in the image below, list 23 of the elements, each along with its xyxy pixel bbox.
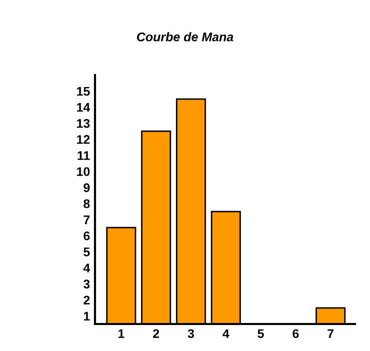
x-tick-label: 4 bbox=[222, 329, 230, 338]
chart-title: Courbe de Mana bbox=[136, 32, 234, 42]
y-tick-label: 3 bbox=[83, 280, 90, 289]
y-tick-label: 9 bbox=[84, 183, 90, 192]
y-tick-label: 7 bbox=[84, 216, 90, 224]
y-tick-label: 8 bbox=[84, 199, 90, 208]
y-tick-label: 6 bbox=[84, 231, 90, 240]
x-tick-label: 7 bbox=[328, 329, 334, 338]
x-tick-label: 3 bbox=[188, 329, 194, 338]
x-tick-label: 5 bbox=[258, 329, 264, 338]
y-tick-label: 2 bbox=[84, 296, 90, 304]
y-tick-label: 15 bbox=[77, 86, 90, 96]
y-tick-label: 13 bbox=[77, 118, 90, 128]
x-tick-label: 1 bbox=[118, 329, 124, 338]
y-tick-label: 11 bbox=[78, 151, 90, 160]
x-tick-label: 6 bbox=[292, 329, 299, 338]
y-tick-label: 1 bbox=[84, 312, 90, 320]
y-tick-label: 10 bbox=[77, 167, 90, 176]
y-tick-label: 4 bbox=[83, 264, 90, 272]
x-tick-label: 2 bbox=[153, 329, 160, 338]
y-tick-label: 14 bbox=[77, 103, 90, 112]
y-tick-label: 5 bbox=[84, 248, 90, 256]
y-tick-label: 12 bbox=[77, 135, 90, 144]
